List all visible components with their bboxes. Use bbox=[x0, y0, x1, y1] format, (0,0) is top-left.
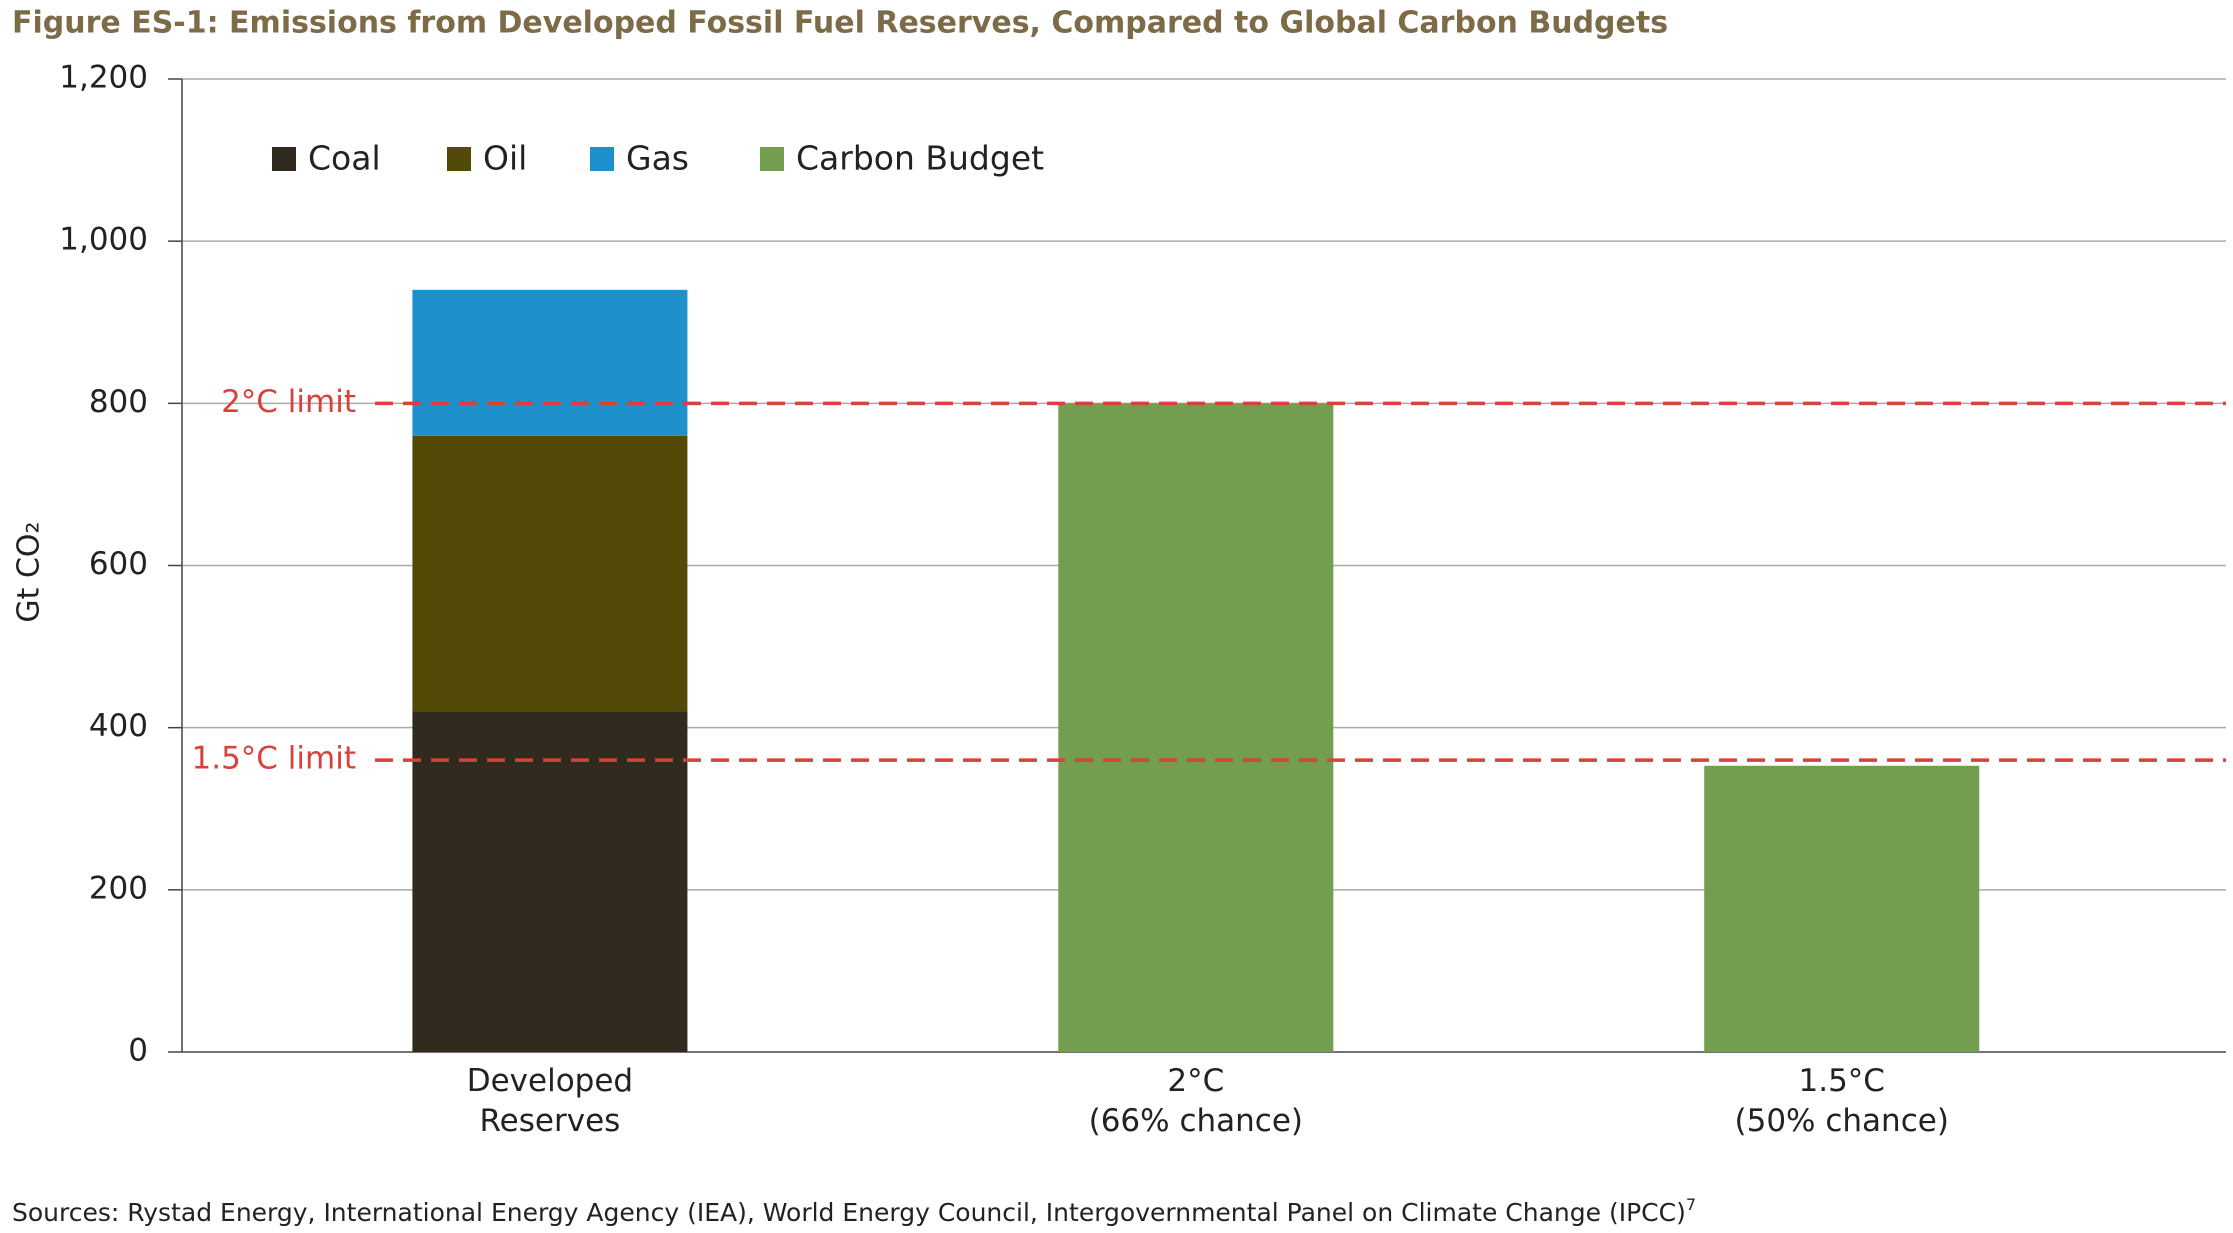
y-tick-label: 1,000 bbox=[59, 222, 148, 258]
x-tick-label: 1.5°C (50% chance) bbox=[1735, 1063, 1949, 1139]
x-tick-label: Developed Reserves bbox=[467, 1063, 633, 1139]
x-tick-label-line: 2°C bbox=[1167, 1063, 1224, 1099]
legend-swatch bbox=[760, 147, 784, 171]
bar-segment bbox=[1058, 403, 1334, 1052]
x-tick-label-line: (50% chance) bbox=[1735, 1103, 1949, 1139]
legend-swatch bbox=[590, 147, 614, 171]
legend-label: Coal bbox=[308, 139, 381, 178]
y-tick-label: 600 bbox=[89, 546, 148, 582]
y-tick-label: 800 bbox=[89, 384, 148, 420]
source-text: Sources: Rystad Energy, International En… bbox=[12, 1198, 1686, 1227]
x-tick-label-line: Reserves bbox=[480, 1103, 621, 1139]
y-tick-label: 0 bbox=[128, 1033, 148, 1069]
source-note: 7 bbox=[1686, 1195, 1696, 1214]
bar-segment bbox=[1704, 765, 1980, 1052]
x-tick-label-line: (66% chance) bbox=[1089, 1103, 1303, 1139]
y-axis-label: Gt CO₂ bbox=[12, 521, 47, 622]
source: Sources: Rystad Energy, International En… bbox=[12, 1195, 1696, 1228]
y-tick-label: 1,200 bbox=[59, 60, 148, 96]
bar-segment bbox=[412, 435, 688, 712]
chart-title: Figure ES-1: Emissions from Developed Fo… bbox=[12, 6, 1668, 41]
legend-swatch bbox=[447, 147, 471, 171]
x-tick-label: 2°C (66% chance) bbox=[1089, 1063, 1303, 1139]
reference-label: 1.5°C limit bbox=[192, 741, 357, 777]
legend-swatch bbox=[272, 147, 296, 171]
y-tick-label: 200 bbox=[89, 870, 148, 906]
x-tick-label-line: Developed bbox=[467, 1063, 633, 1099]
legend-label: Oil bbox=[483, 139, 527, 178]
y-tick-label: 400 bbox=[89, 708, 148, 744]
legend-label: Carbon Budget bbox=[796, 139, 1044, 178]
x-tick-label-line: 1.5°C bbox=[1799, 1063, 1885, 1099]
bar-segment bbox=[412, 289, 688, 436]
legend-label: Gas bbox=[626, 139, 689, 178]
reference-label: 2°C limit bbox=[221, 384, 356, 420]
bar-segment bbox=[412, 711, 688, 1052]
